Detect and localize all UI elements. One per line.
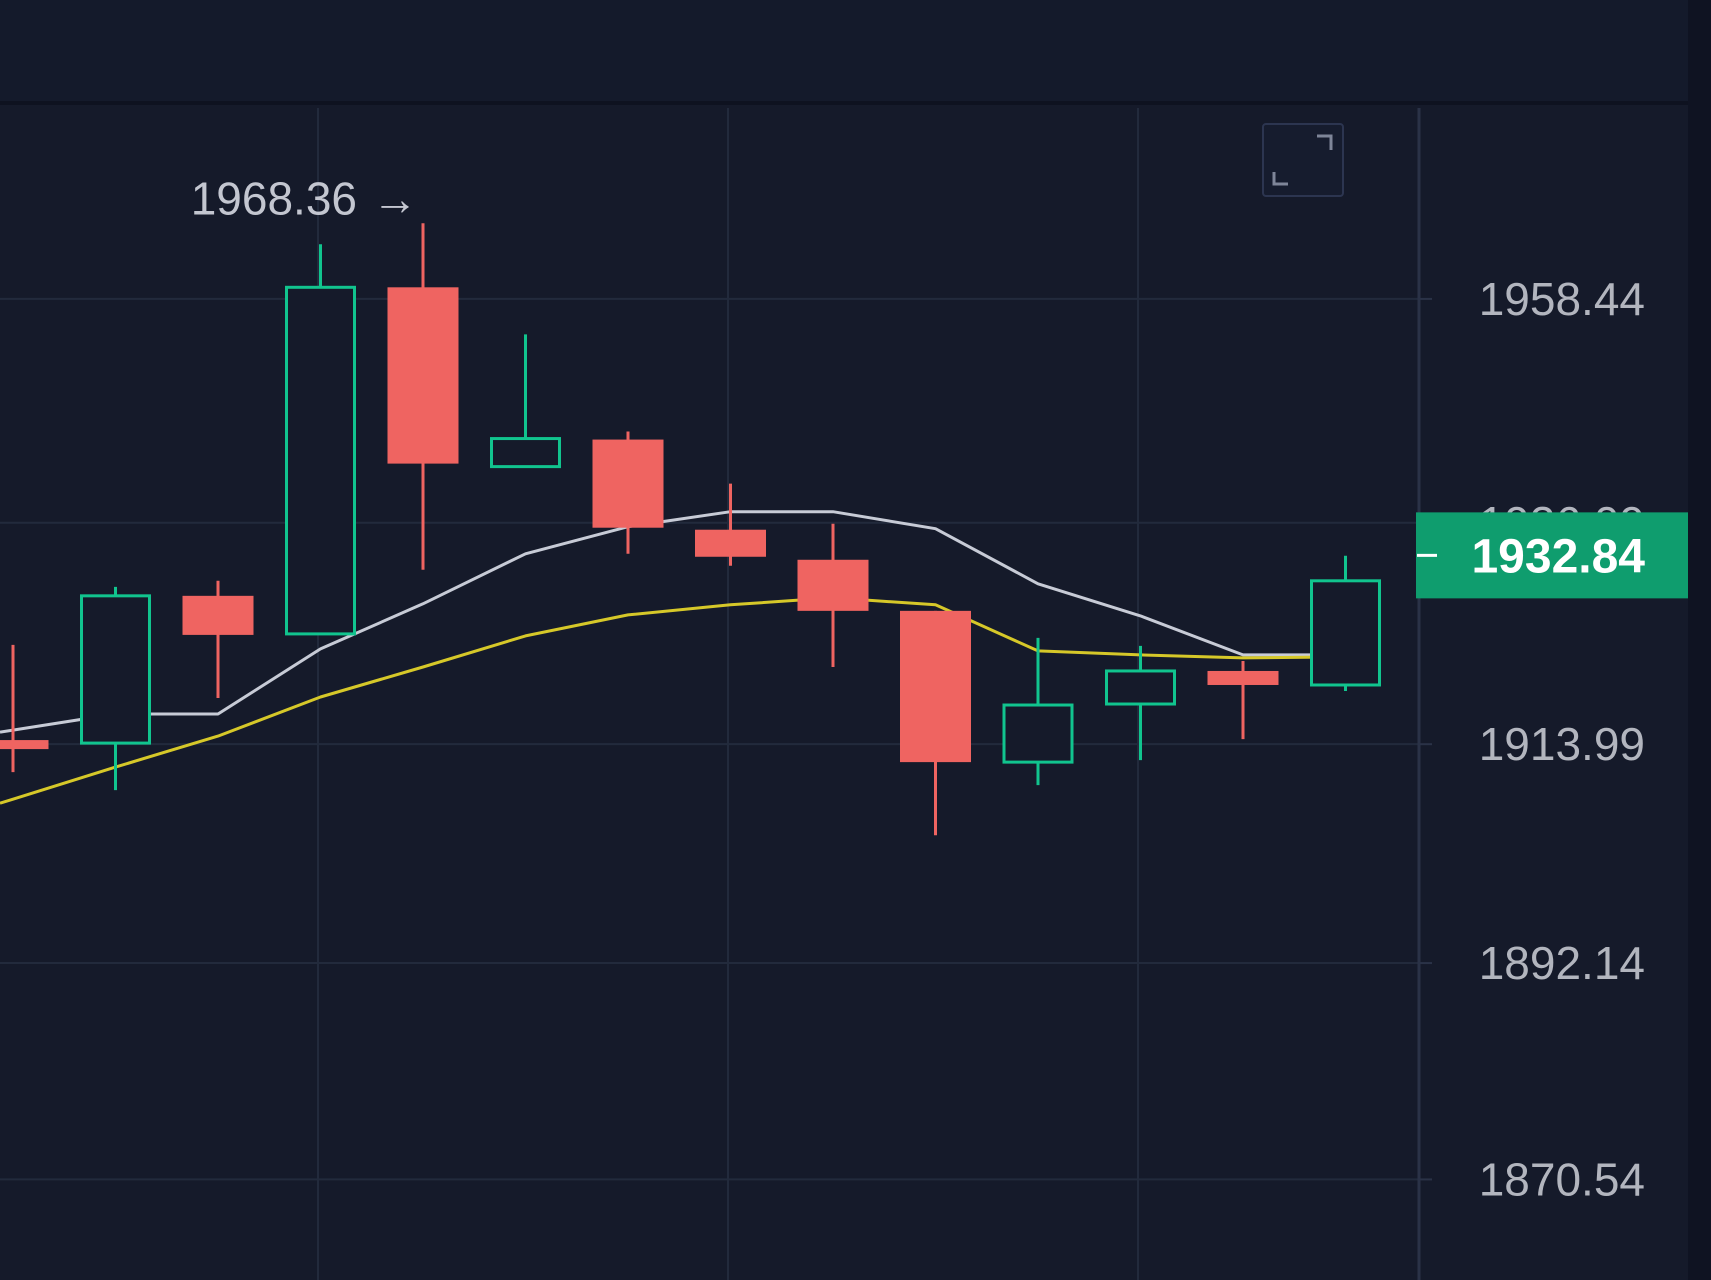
candle-6	[490, 334, 561, 469]
axis-tick-label: 1892.14	[1479, 937, 1645, 989]
candle-8	[695, 483, 766, 566]
candle-9	[797, 523, 869, 667]
candle-1	[0, 644, 49, 773]
right-edge-strip	[1688, 0, 1711, 1280]
grid-lines	[0, 108, 1419, 1280]
top-toolbar	[0, 0, 1688, 103]
candle-11	[1002, 637, 1074, 786]
candle-10	[900, 610, 971, 836]
axis-tick-label: 1870.54	[1479, 1153, 1645, 1205]
candle-body	[1207, 670, 1279, 685]
last-price-label: 1932.84	[1471, 530, 1645, 583]
candle-body	[1105, 669, 1176, 706]
candle-5	[387, 223, 459, 570]
candles	[0, 223, 1381, 836]
candle-body	[285, 285, 356, 636]
candle-7	[592, 431, 664, 554]
candle-3	[182, 580, 254, 699]
candle-body	[797, 559, 869, 611]
candle-body	[182, 595, 254, 635]
last-price-badge-bg	[1416, 512, 1688, 599]
candle-body	[592, 439, 664, 528]
candle-2	[80, 586, 151, 791]
candle-14	[1310, 555, 1381, 691]
candle-13	[1207, 660, 1279, 740]
candle-body	[80, 594, 151, 745]
candle-body	[900, 610, 971, 763]
candle-body	[695, 529, 766, 557]
high-price-label: 1968.36	[191, 173, 357, 225]
top-toolbar-border	[0, 101, 1688, 105]
candle-body	[387, 287, 459, 464]
last-price-badge: 1932.84	[1416, 512, 1688, 599]
candle-body	[1310, 579, 1381, 687]
high-price-marker: 1968.36 →	[191, 173, 418, 225]
candle-body	[490, 437, 561, 469]
fullscreen-expand-icon[interactable]	[1262, 123, 1344, 197]
candle-body	[0, 740, 49, 750]
candle-4	[285, 244, 356, 636]
high-price-arrow: →	[372, 173, 418, 225]
ma-line-2	[0, 596, 1346, 805]
candle-body	[1002, 703, 1074, 764]
axis-tick-label: 1913.99	[1479, 718, 1645, 770]
axis-tick-label: 1958.44	[1479, 273, 1645, 325]
candle-12	[1105, 645, 1176, 761]
